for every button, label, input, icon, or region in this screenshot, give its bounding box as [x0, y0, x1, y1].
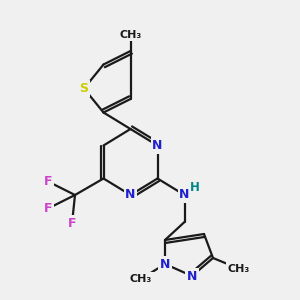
- Text: N: N: [125, 188, 136, 202]
- Text: S: S: [80, 82, 88, 95]
- Text: N: N: [160, 257, 170, 271]
- Text: CH₃: CH₃: [227, 263, 250, 274]
- Text: F: F: [68, 217, 76, 230]
- Text: H: H: [190, 181, 200, 194]
- Text: CH₃: CH₃: [119, 29, 142, 40]
- Text: N: N: [152, 139, 163, 152]
- Text: N: N: [187, 269, 197, 283]
- Text: CH₃: CH₃: [130, 274, 152, 284]
- Text: F: F: [44, 175, 52, 188]
- Text: F: F: [44, 202, 52, 215]
- Text: N: N: [179, 188, 190, 202]
